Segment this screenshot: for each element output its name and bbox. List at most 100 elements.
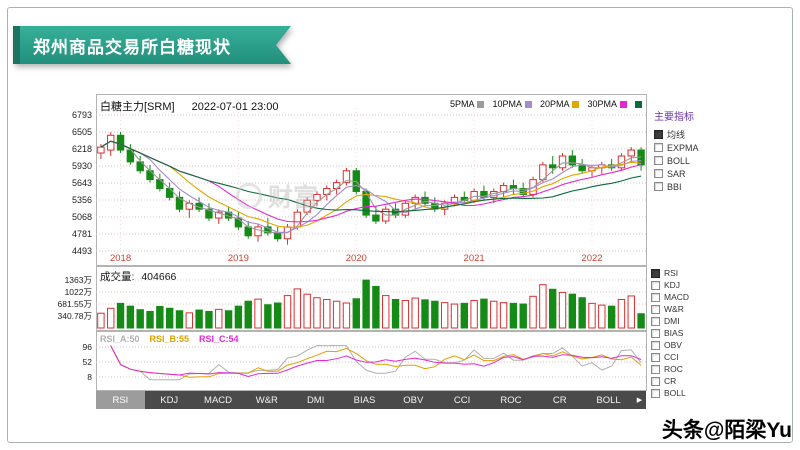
- candle: [205, 208, 213, 219]
- oscillator-option-2[interactable]: MACD: [651, 291, 689, 303]
- oscillator-option-10[interactable]: BOLL: [651, 387, 689, 399]
- checkbox-icon[interactable]: [651, 376, 660, 386]
- main-indicator-panel-title: 主要指标: [654, 112, 694, 123]
- tab-kdj[interactable]: KDJ: [160, 394, 179, 406]
- oscillator-option-8[interactable]: ROC: [651, 363, 689, 375]
- tab-obv[interactable]: OBV: [403, 394, 424, 406]
- volume-bar: [126, 305, 135, 329]
- volume-bar: [421, 299, 429, 329]
- volume-bar: [607, 305, 616, 329]
- checkbox-icon[interactable]: [651, 268, 660, 278]
- legend-item: 5PMA: [450, 99, 485, 109]
- volume-bar: [362, 279, 370, 329]
- banner-ribbon-shape: 郑州商品交易所白糖现状: [13, 26, 291, 64]
- candle: [116, 134, 125, 151]
- volume-bar: [588, 302, 596, 329]
- volume-bar: [107, 307, 115, 329]
- tab-wr[interactable]: W&R: [255, 394, 278, 406]
- volume-bar: [185, 312, 194, 329]
- volume-bar: [303, 293, 311, 329]
- checkbox-icon[interactable]: [651, 280, 660, 290]
- checkbox-icon[interactable]: [651, 364, 660, 374]
- checkbox-icon[interactable]: [651, 304, 660, 314]
- tab-bias[interactable]: BIAS: [353, 394, 376, 406]
- candle: [234, 217, 243, 228]
- candle: [568, 155, 577, 166]
- volume-bar: [627, 295, 635, 329]
- oscillator-option-0[interactable]: RSI: [651, 267, 689, 279]
- checkbox-icon[interactable]: [654, 130, 663, 139]
- legend-item: 20PMA: [540, 99, 580, 109]
- chart-header: 白糖主力[SRM] 2022-07-01 23:00: [100, 98, 278, 114]
- ma-line: [100, 140, 642, 228]
- checkbox-icon[interactable]: [654, 169, 663, 178]
- volume-bar: [342, 302, 351, 329]
- main-indicator-option-0[interactable]: 均线: [654, 128, 699, 141]
- legend-swatch-icon: [572, 100, 580, 108]
- checkbox-icon[interactable]: [651, 388, 660, 398]
- checkbox-icon[interactable]: [654, 182, 663, 191]
- credit-watermark: 头条@陌梁Yu: [661, 419, 792, 442]
- volume-bar: [382, 295, 390, 329]
- checkbox-icon[interactable]: [654, 156, 663, 165]
- year-axis-label: 2022: [581, 253, 602, 264]
- tab-macd[interactable]: MACD: [204, 394, 233, 406]
- checkbox-icon[interactable]: [651, 352, 660, 362]
- main-indicator-option-label: 均线: [667, 130, 686, 140]
- rsi-lines: [110, 345, 642, 381]
- candle: [421, 196, 429, 204]
- volume-bar: [215, 308, 223, 329]
- volume-bar: [254, 298, 262, 329]
- checkbox-icon[interactable]: [651, 292, 660, 302]
- quote-datetime: 2022-07-01 23:00: [191, 101, 279, 113]
- checkbox-icon[interactable]: [651, 316, 660, 326]
- legend-swatch-icon: [524, 100, 532, 108]
- oscillator-option-4[interactable]: DMI: [651, 315, 689, 327]
- oscillator-option-label: BOLL: [664, 388, 686, 398]
- price-axis-tick: 4781: [72, 229, 92, 239]
- tab-cci[interactable]: CCI: [453, 394, 471, 406]
- volume-bar: [224, 310, 233, 329]
- main-indicator-option-4[interactable]: BBI: [654, 180, 699, 193]
- tab-scroll-right-icon[interactable]: ▶: [636, 397, 643, 404]
- volume-bar: [637, 313, 645, 329]
- tab-boll[interactable]: BOLL: [596, 394, 621, 406]
- tab-cr[interactable]: CR: [552, 394, 567, 406]
- volume-bar: [165, 307, 174, 329]
- tab-roc[interactable]: ROC: [500, 394, 522, 406]
- candle: [293, 211, 302, 228]
- rsi-axis-tick: 96: [83, 342, 93, 352]
- instrument-name: 白糖主力[SRM]: [100, 101, 175, 113]
- tab-rsi[interactable]: RSI: [96, 391, 145, 409]
- price-axis-tick: 4493: [72, 246, 92, 256]
- checkbox-icon[interactable]: [654, 143, 663, 152]
- ma-line: [100, 140, 642, 213]
- oscillator-option-5[interactable]: BIAS: [651, 327, 689, 339]
- candle: [126, 149, 135, 163]
- oscillator-option-6[interactable]: OBV: [651, 339, 689, 351]
- oscillator-option-3[interactable]: W&R: [651, 303, 689, 315]
- candle: [244, 226, 252, 237]
- volume-bar: [529, 295, 537, 329]
- oscillator-option-7[interactable]: CCI: [651, 351, 689, 363]
- oscillator-option-9[interactable]: CR: [651, 375, 689, 387]
- ma-line: [100, 140, 642, 223]
- main-indicator-option-1[interactable]: EXPMA: [654, 141, 699, 154]
- main-indicator-option-3[interactable]: SAR: [654, 167, 699, 180]
- ma-line: [100, 140, 642, 233]
- rsi-axis-tick: 8: [87, 372, 92, 382]
- candle: [558, 155, 567, 169]
- volume-bar: [568, 293, 577, 329]
- checkbox-icon[interactable]: [651, 340, 660, 350]
- volume-bar: [372, 285, 380, 329]
- candle: [548, 164, 557, 169]
- price-axis-tick: 6793: [72, 110, 92, 120]
- volume-bar: [146, 310, 154, 329]
- main-indicator-option-2[interactable]: BOLL: [654, 154, 699, 167]
- checkbox-icon[interactable]: [651, 328, 660, 338]
- oscillator-option-1[interactable]: KDJ: [651, 279, 689, 291]
- candles: [97, 132, 645, 245]
- candle: [627, 149, 635, 157]
- tab-dmi[interactable]: DMI: [306, 394, 325, 406]
